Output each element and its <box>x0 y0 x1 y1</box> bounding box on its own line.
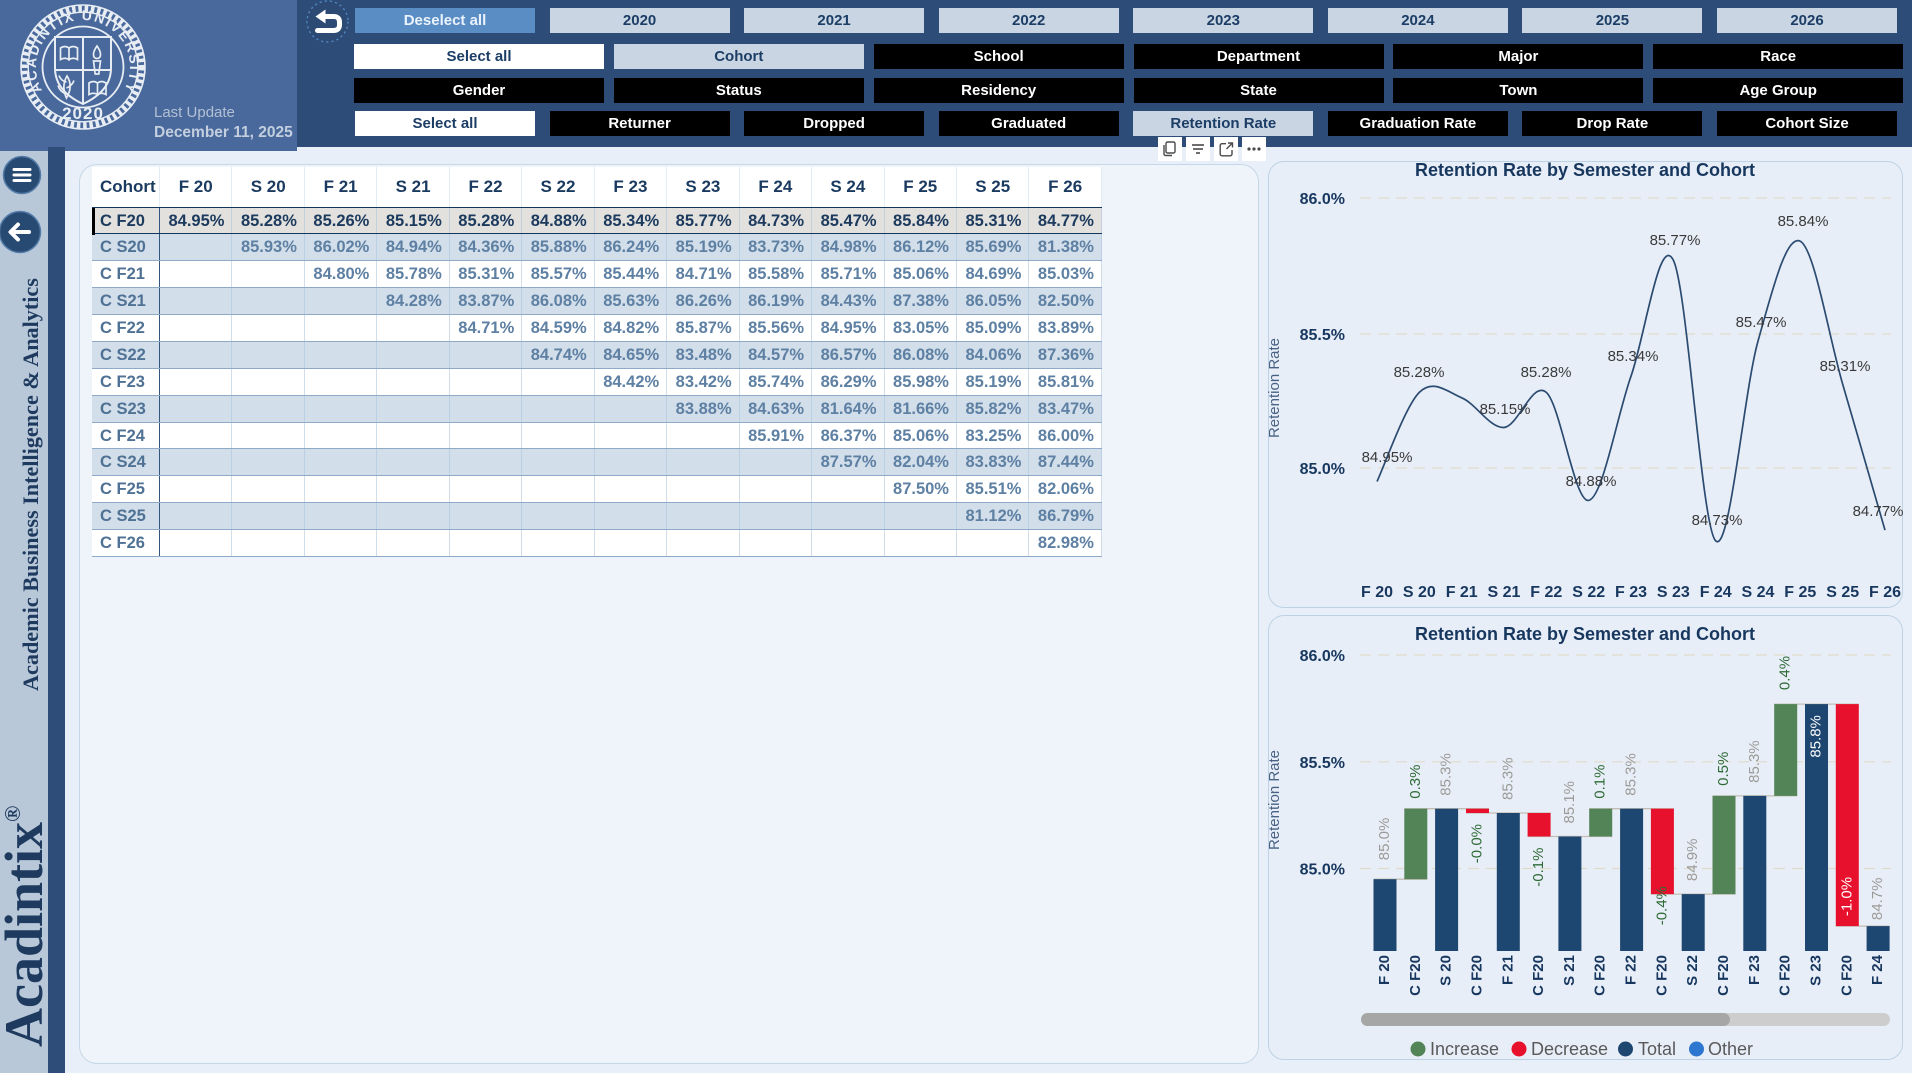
svg-text:C F20: C F20 <box>1653 955 1670 996</box>
svg-text:C F20: C F20 <box>1715 955 1732 996</box>
svg-text:Retention Rate by Semester and: Retention Rate by Semester and Cohort <box>1415 624 1755 644</box>
svg-text:Other: Other <box>1708 1039 1753 1059</box>
svg-text:C F20: C F20 <box>1592 955 1609 996</box>
svg-text:Total: Total <box>1638 1039 1676 1059</box>
svg-text:0.5%: 0.5% <box>1715 752 1732 786</box>
svg-text:85.0%: 85.0% <box>1376 818 1393 861</box>
svg-text:84.77%: 84.77% <box>1853 503 1904 520</box>
svg-text:84.95%: 84.95% <box>1362 449 1413 466</box>
svg-text:0.1%: 0.1% <box>1592 764 1609 798</box>
svg-text:S 23: S 23 <box>1657 584 1690 601</box>
svg-text:F 23: F 23 <box>1746 955 1763 985</box>
svg-text:C F20: C F20 <box>1838 955 1855 996</box>
svg-text:85.8%: 85.8% <box>1807 715 1824 758</box>
svg-text:F 20: F 20 <box>1361 584 1393 601</box>
svg-text:S 20: S 20 <box>1403 584 1436 601</box>
svg-text:C F20: C F20 <box>1407 955 1424 996</box>
svg-text:C F20: C F20 <box>1777 955 1794 996</box>
svg-text:F 23: F 23 <box>1615 584 1647 601</box>
svg-text:Increase: Increase <box>1430 1039 1499 1059</box>
svg-text:-0.1%: -0.1% <box>1530 848 1547 887</box>
svg-text:85.84%: 85.84% <box>1778 213 1829 230</box>
svg-text:F 21: F 21 <box>1446 584 1478 601</box>
svg-text:F 24: F 24 <box>1869 954 1886 985</box>
svg-text:84.73%: 84.73% <box>1692 512 1743 529</box>
svg-text:85.34%: 85.34% <box>1608 348 1659 365</box>
svg-text:84.88%: 84.88% <box>1566 473 1617 490</box>
svg-text:F 22: F 22 <box>1530 584 1562 601</box>
svg-text:85.5%: 85.5% <box>1300 755 1345 772</box>
svg-text:S 20: S 20 <box>1438 955 1455 986</box>
svg-text:85.28%: 85.28% <box>1521 364 1572 381</box>
svg-text:84.7%: 84.7% <box>1869 878 1886 921</box>
svg-text:85.0%: 85.0% <box>1300 862 1345 879</box>
svg-text:C F20: C F20 <box>1530 955 1547 996</box>
svg-text:Decrease: Decrease <box>1531 1039 1608 1059</box>
svg-text:2020: 2020 <box>62 104 104 123</box>
svg-text:85.47%: 85.47% <box>1736 314 1787 331</box>
svg-text:85.77%: 85.77% <box>1650 232 1701 249</box>
svg-text:S 23: S 23 <box>1807 955 1824 986</box>
svg-text:S 24: S 24 <box>1742 584 1775 601</box>
svg-text:F 20: F 20 <box>1376 955 1393 985</box>
svg-text:F 21: F 21 <box>1499 955 1516 985</box>
svg-text:Retention Rate: Retention Rate <box>1266 750 1283 850</box>
svg-text:85.3%: 85.3% <box>1623 753 1640 796</box>
svg-text:0.4%: 0.4% <box>1777 656 1794 690</box>
svg-text:F 24: F 24 <box>1700 584 1732 601</box>
svg-text:S 22: S 22 <box>1684 955 1701 986</box>
svg-text:F 22: F 22 <box>1623 955 1640 985</box>
svg-text:86.0%: 86.0% <box>1300 648 1345 665</box>
svg-text:85.1%: 85.1% <box>1561 781 1578 824</box>
svg-text:85.0%: 85.0% <box>1300 461 1345 478</box>
svg-text:86.0%: 86.0% <box>1300 191 1345 208</box>
svg-text:85.15%: 85.15% <box>1480 401 1531 418</box>
svg-text:S 22: S 22 <box>1572 584 1605 601</box>
svg-text:85.3%: 85.3% <box>1438 753 1455 796</box>
svg-text:S 25: S 25 <box>1826 584 1859 601</box>
svg-text:F 25: F 25 <box>1784 584 1816 601</box>
svg-text:0.3%: 0.3% <box>1407 764 1424 798</box>
svg-text:Retention Rate by Semester and: Retention Rate by Semester and Cohort <box>1415 160 1755 180</box>
svg-text:85.28%: 85.28% <box>1394 364 1445 381</box>
svg-text:85.3%: 85.3% <box>1499 757 1516 800</box>
svg-text:S 21: S 21 <box>1561 955 1578 986</box>
svg-text:84.9%: 84.9% <box>1684 839 1701 882</box>
svg-text:-0.0%: -0.0% <box>1468 824 1485 863</box>
svg-text:-1.0%: -1.0% <box>1838 877 1855 916</box>
svg-text:F 26: F 26 <box>1869 584 1901 601</box>
svg-text:-0.4%: -0.4% <box>1653 886 1670 925</box>
svg-text:85.3%: 85.3% <box>1746 740 1763 783</box>
svg-text:C F20: C F20 <box>1468 955 1485 996</box>
svg-text:85.31%: 85.31% <box>1820 358 1871 375</box>
svg-text:S 21: S 21 <box>1488 584 1521 601</box>
svg-text:85.5%: 85.5% <box>1300 327 1345 344</box>
svg-text:Retention Rate: Retention Rate <box>1266 338 1283 438</box>
